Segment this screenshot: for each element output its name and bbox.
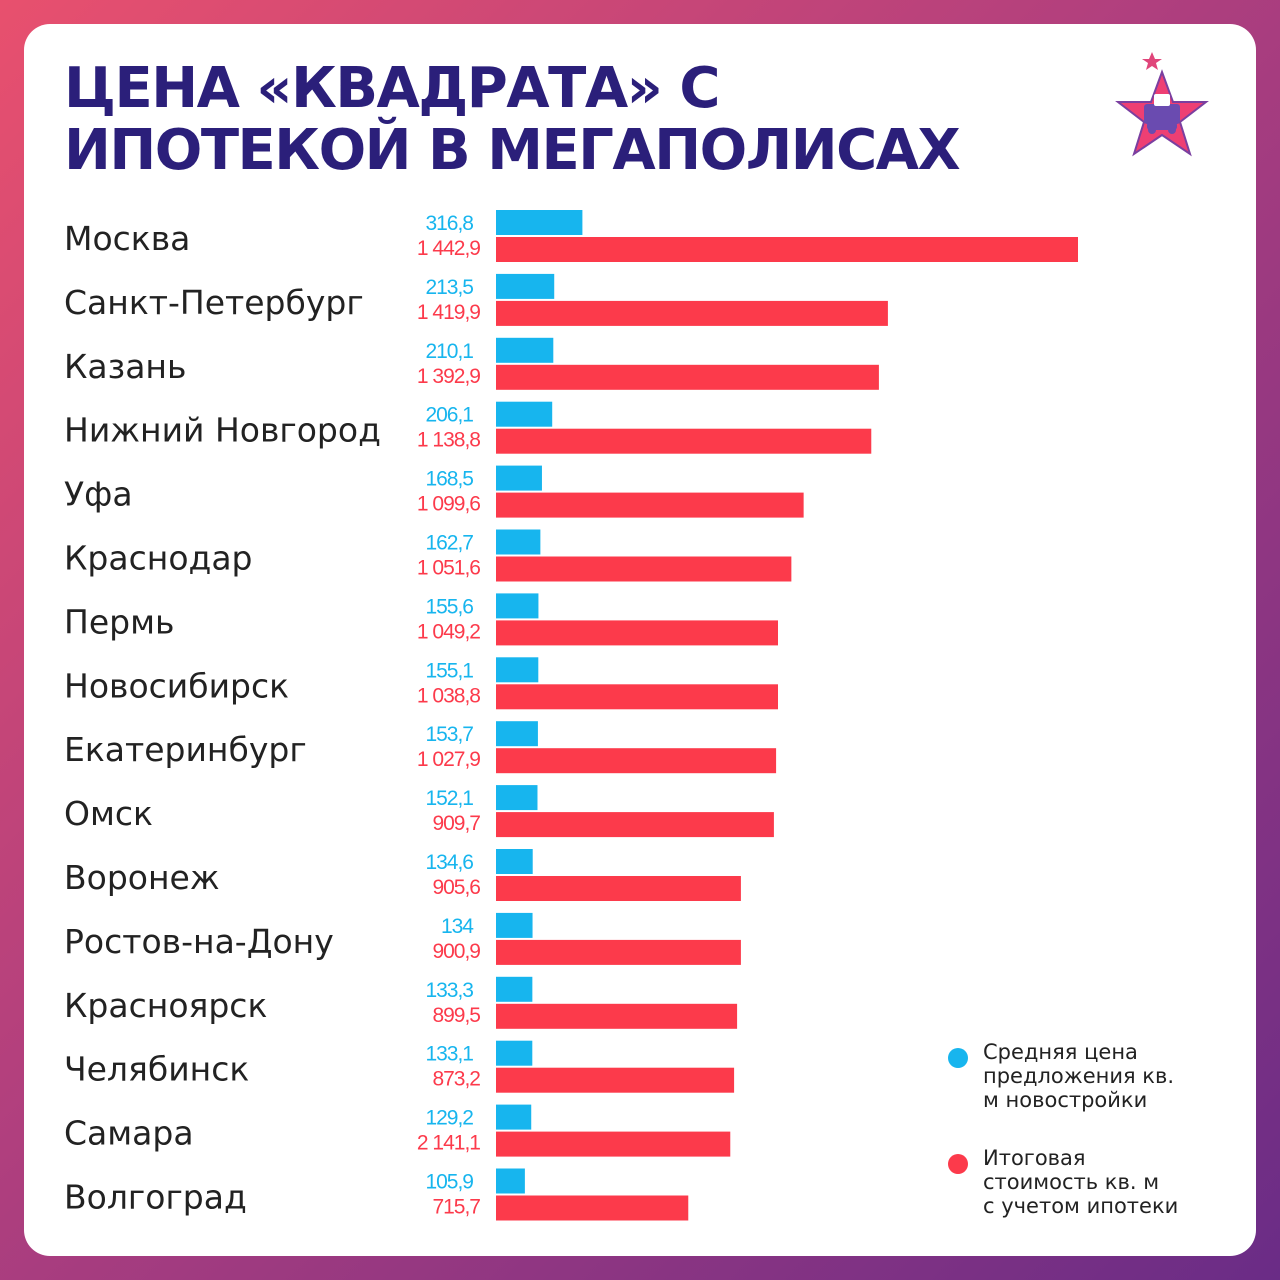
city-label: Новосибирск (64, 666, 289, 705)
bar-mortgage-total (496, 364, 879, 390)
bar-new-build-price (496, 721, 538, 747)
legend-line: с учетом ипотеки (983, 1194, 1179, 1218)
value-label-new-build-price: 213,5 (425, 276, 473, 299)
bar-new-build-price (496, 1040, 533, 1066)
legend-line: стоимость кв. м (983, 1170, 1160, 1194)
city-label: Уфа (64, 475, 133, 514)
city-label: Челябинск (64, 1050, 249, 1089)
value-label-new-build-price: 155,1 (425, 659, 473, 682)
value-label-mortgage-total: 1 442,9 (417, 237, 480, 260)
city-label: Санкт-Петербург (64, 283, 364, 322)
bar-new-build-price (496, 912, 533, 938)
bar-new-build-price (496, 849, 533, 874)
value-label-new-build-price: 206,1 (425, 404, 473, 427)
bar-new-build-price (496, 337, 554, 363)
bar-mortgage-total (496, 1067, 735, 1093)
legend-line: Средняя цена (983, 1040, 1138, 1064)
bar-mortgage-total (496, 556, 792, 582)
bar-mortgage-total (496, 684, 778, 710)
city-label: Нижний Новгород (64, 411, 381, 450)
value-label-mortgage-total: 1 419,9 (417, 301, 480, 324)
star-logo-icon (1115, 52, 1209, 157)
value-label-mortgage-total: 1 038,8 (417, 684, 480, 707)
city-label: Казань (64, 347, 186, 386)
value-label-new-build-price: 155,6 (425, 595, 473, 618)
bar-new-build-price (496, 210, 583, 235)
bar-new-build-price (496, 657, 539, 683)
value-label-new-build-price: 134,6 (425, 851, 473, 874)
city-label: Воронеж (64, 858, 220, 897)
value-label-new-build-price: 162,7 (425, 532, 473, 555)
value-label-new-build-price: 133,1 (425, 1043, 473, 1066)
value-label-mortgage-total: 1 138,8 (417, 429, 480, 452)
value-label-mortgage-total: 1 392,9 (417, 365, 480, 388)
bar-new-build-price (496, 401, 553, 427)
city-label: Краснодар (64, 539, 253, 578)
city-label: Пермь (64, 602, 174, 641)
legend-line: предложения кв. (983, 1064, 1175, 1088)
value-label-new-build-price: 134 (441, 915, 474, 938)
value-label-new-build-price: 210,1 (425, 340, 473, 363)
title-line-2: ипотекой в мегаполисах (64, 118, 961, 183)
title-line-1: Цена «квадрата» с (64, 56, 720, 121)
value-label-mortgage-total: 905,6 (432, 876, 480, 899)
value-label-new-build-price: 129,2 (425, 1107, 473, 1130)
value-label-new-build-price: 105,9 (425, 1171, 473, 1194)
city-label: Красноярск (64, 986, 267, 1025)
bar-new-build-price (496, 529, 541, 555)
city-label: Омск (64, 794, 153, 833)
chart-title: Цена «квадрата» с ипотекой в мегаполисах (64, 58, 964, 182)
value-label-new-build-price: 316,8 (425, 212, 473, 235)
value-label-mortgage-total: 900,9 (432, 940, 480, 963)
bar-mortgage-total (496, 1195, 689, 1221)
bar-mortgage-total (496, 428, 872, 454)
city-label: Екатеринбург (64, 730, 307, 769)
value-label-mortgage-total: 899,5 (432, 1004, 480, 1027)
bar-new-build-price (496, 785, 538, 811)
bar-mortgage-total (496, 939, 741, 965)
city-label: Москва (64, 219, 190, 258)
bar-new-build-price (496, 976, 533, 1002)
bar-mortgage-total (496, 748, 777, 774)
bar-new-build-price (496, 593, 539, 619)
bar-mortgage-total (496, 300, 888, 326)
value-label-mortgage-total: 1 099,6 (417, 493, 480, 516)
infographic-card: Цена «квадрата» с ипотекой в мегаполисах… (24, 24, 1256, 1256)
bar-mortgage-total (496, 812, 774, 838)
value-label-mortgage-total: 715,7 (432, 1196, 480, 1219)
bar-new-build-price (496, 1168, 525, 1194)
bar-new-build-price (496, 1104, 532, 1130)
value-label-new-build-price: 133,3 (425, 979, 473, 1002)
bar-mortgage-total (496, 237, 1078, 262)
legend-line: Итоговая (983, 1146, 1086, 1170)
value-label-new-build-price: 168,5 (425, 468, 473, 491)
value-label-mortgage-total: 2 141,1 (417, 1132, 480, 1155)
legend-text-mortgage-total: Итоговая стоимость кв. м с учетом ипотек… (983, 1146, 1208, 1218)
value-label-new-build-price: 152,1 (425, 787, 473, 810)
city-label: Волгоград (64, 1178, 247, 1217)
value-label-mortgage-total: 909,7 (432, 812, 480, 835)
bar-mortgage-total (496, 1131, 731, 1157)
legend-text-new-build-price: Средняя цена предложения кв. м новострой… (983, 1040, 1208, 1112)
city-label: Самара (64, 1114, 194, 1153)
legend-red-dot (948, 1154, 968, 1174)
city-label: Ростов-на-Дону (64, 922, 334, 961)
bar-mortgage-total (496, 1003, 738, 1029)
legend-line: м новостройки (983, 1088, 1148, 1112)
bar-new-build-price (496, 273, 555, 299)
value-label-mortgage-total: 873,2 (432, 1068, 480, 1091)
bar-mortgage-total (496, 876, 741, 901)
bar-mortgage-total (496, 620, 778, 646)
value-label-mortgage-total: 1 051,6 (417, 557, 480, 580)
legend-blue-dot (948, 1048, 968, 1068)
value-label-mortgage-total: 1 027,9 (417, 748, 480, 771)
value-label-mortgage-total: 1 049,2 (417, 620, 480, 643)
value-label-new-build-price: 153,7 (425, 723, 473, 746)
bar-mortgage-total (496, 492, 804, 518)
bar-new-build-price (496, 465, 542, 491)
